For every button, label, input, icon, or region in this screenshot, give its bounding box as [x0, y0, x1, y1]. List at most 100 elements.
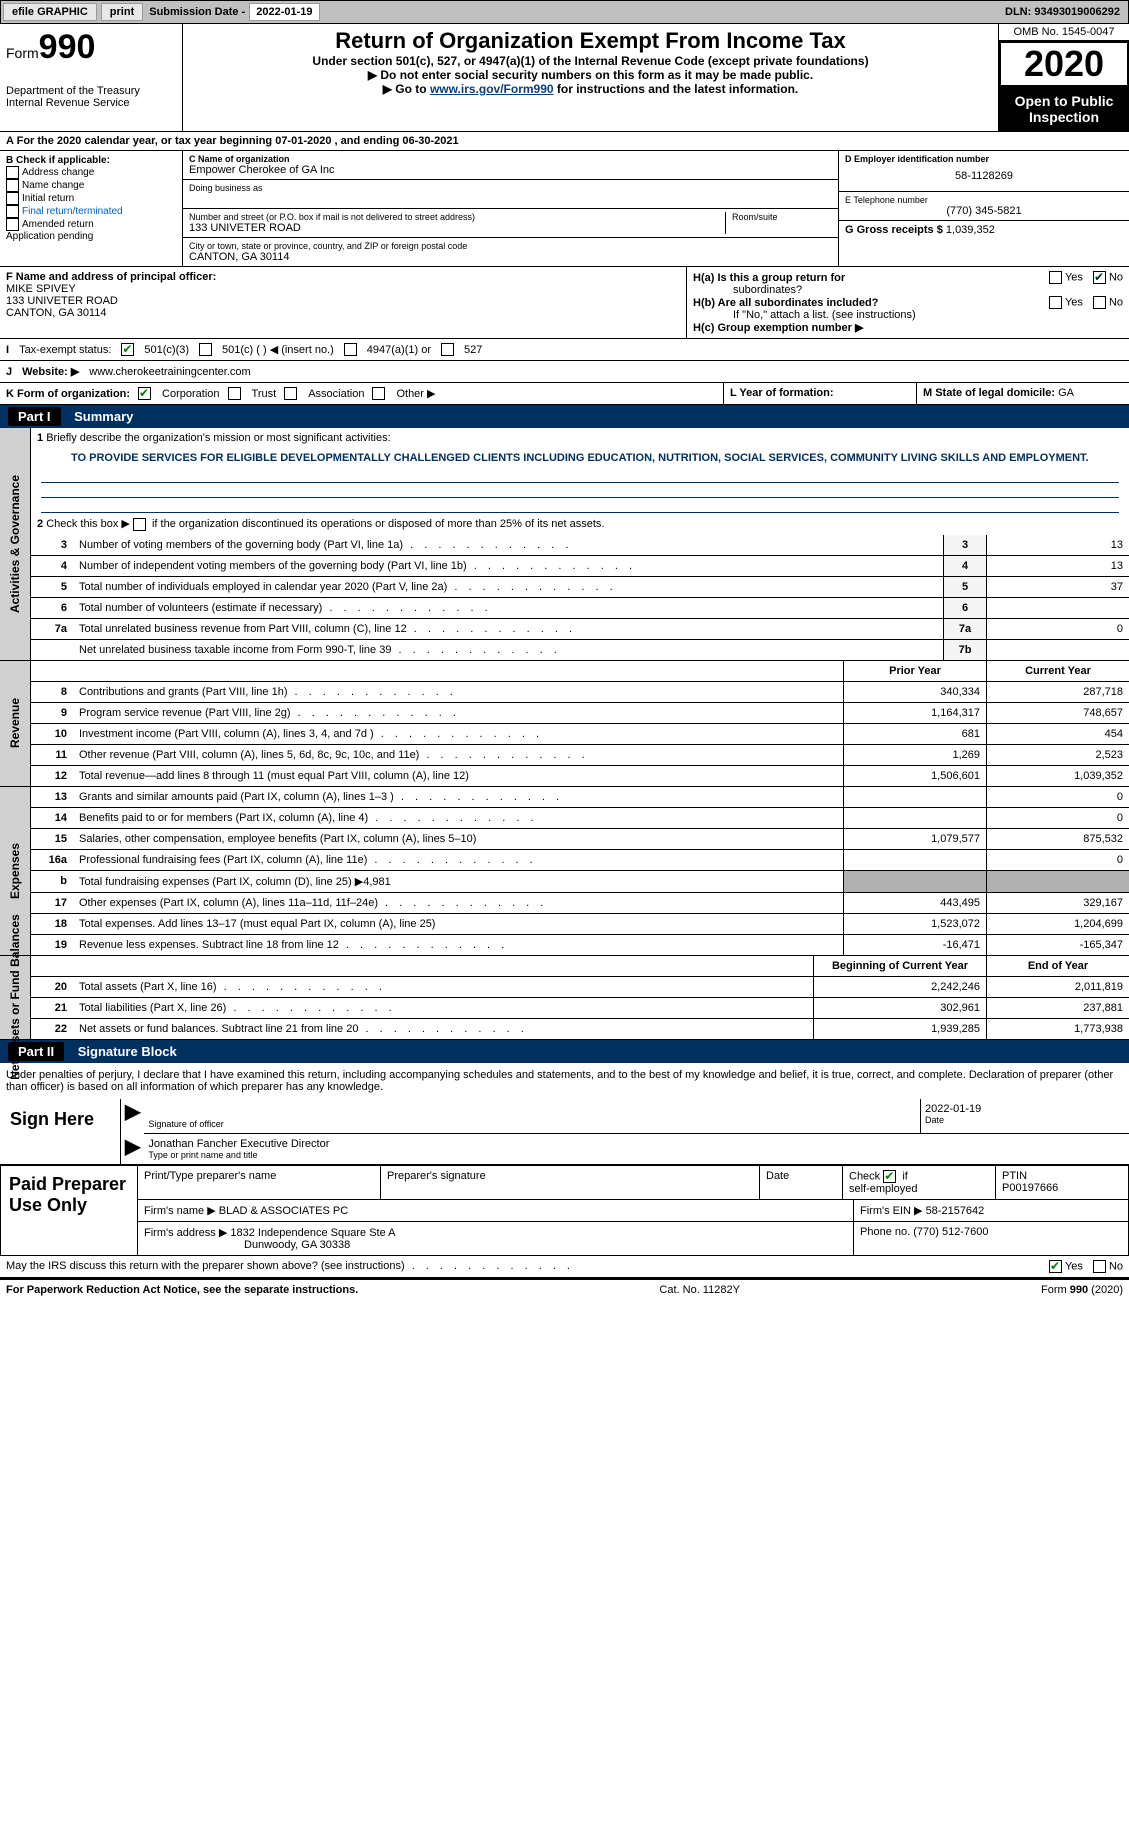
- line-20: Total assets (Part X, line 16): [73, 977, 813, 997]
- revenue-section: Revenue Prior YearCurrent Year 8Contribu…: [0, 661, 1129, 787]
- arrow-icon: ▶: [121, 1134, 144, 1164]
- discuss-row: May the IRS discuss this return with the…: [0, 1256, 1129, 1278]
- form-subtitle-1: Under section 501(c), 527, or 4947(a)(1)…: [189, 54, 992, 68]
- footer-right: Form 990 (2020): [1041, 1284, 1123, 1296]
- print-button[interactable]: print: [101, 3, 143, 21]
- firm-addr1: 1832 Independence Square Ste A: [230, 1227, 395, 1239]
- line-10: Investment income (Part VIII, column (A)…: [73, 724, 843, 744]
- mission-line: [41, 468, 1119, 483]
- cb-corp[interactable]: [138, 387, 151, 400]
- room-label: Room/suite: [732, 212, 832, 222]
- firm-name: BLAD & ASSOCIATES PC: [219, 1205, 348, 1217]
- expenses-section: Expenses 13Grants and similar amounts pa…: [0, 787, 1129, 956]
- form-title: Return of Organization Exempt From Incom…: [189, 28, 992, 54]
- line-21: Total liabilities (Part X, line 26): [73, 998, 813, 1018]
- c14: 0: [986, 808, 1129, 828]
- org-name: Empower Cherokee of GA Inc: [189, 164, 832, 176]
- cb-discuss-yes[interactable]: [1049, 1260, 1062, 1273]
- website-value: www.cherokeetrainingcenter.com: [89, 366, 250, 378]
- mission-text: TO PROVIDE SERVICES FOR ELIGIBLE DEVELOP…: [31, 448, 1129, 468]
- firm-ein-label: Firm's EIN ▶: [860, 1205, 923, 1217]
- signature-declaration: Under penalties of perjury, I declare th…: [0, 1063, 1129, 1099]
- form-number: Form990: [6, 28, 176, 67]
- line-11: Other revenue (Part VIII, column (A), li…: [73, 745, 843, 765]
- part-2-title: Signature Block: [78, 1044, 177, 1059]
- cb-other[interactable]: [372, 387, 385, 400]
- dln: DLN: 93493019006292: [1005, 6, 1128, 18]
- line-16a: Professional fundraising fees (Part IX, …: [73, 850, 843, 870]
- m-label: M State of legal domicile:: [923, 387, 1055, 399]
- cb-discontinued[interactable]: [133, 518, 146, 531]
- e-label: E Telephone number: [845, 195, 1123, 205]
- row-i-tax-status: I Tax-exempt status: 501(c)(3) 501(c) ( …: [0, 339, 1129, 361]
- officer-name-title: Jonathan Fancher Executive Director: [148, 1138, 1125, 1150]
- section-f-h: F Name and address of principal officer:…: [0, 267, 1129, 339]
- c15: 875,532: [986, 829, 1129, 849]
- cb-self-employed[interactable]: [883, 1170, 896, 1183]
- p15: 1,079,577: [843, 829, 986, 849]
- l-label: L Year of formation:: [730, 387, 834, 399]
- cb-initial-return[interactable]: [6, 192, 19, 205]
- cb-4947[interactable]: [344, 343, 357, 356]
- c16b: [986, 871, 1129, 892]
- irs-link[interactable]: www.irs.gov/Form990: [430, 82, 554, 96]
- mission-line: [41, 498, 1119, 513]
- sig-date-value: 2022-01-19: [925, 1103, 1125, 1115]
- ein-value: 58-1128269: [845, 164, 1123, 188]
- cb-group-no[interactable]: [1093, 271, 1106, 284]
- cb-assoc[interactable]: [284, 387, 297, 400]
- row-j-website: J Website: ▶ www.cherokeetrainingcenter.…: [0, 361, 1129, 383]
- firm-addr-label: Firm's address ▶: [144, 1227, 227, 1239]
- line-3: Number of voting members of the governin…: [73, 535, 943, 555]
- line-2-text: Check this box ▶ if the organization dis…: [46, 518, 604, 530]
- val-5: 37: [986, 577, 1129, 597]
- c9: 748,657: [986, 703, 1129, 723]
- cb-amended[interactable]: [6, 218, 19, 231]
- cb-trust[interactable]: [228, 387, 241, 400]
- e20: 2,011,819: [986, 977, 1129, 997]
- line-17: Other expenses (Part IX, column (A), lin…: [73, 893, 843, 913]
- c10: 454: [986, 724, 1129, 744]
- d-label: D Employer identification number: [845, 154, 1123, 164]
- cb-527[interactable]: [441, 343, 454, 356]
- preparer-name-label: Print/Type preparer's name: [138, 1166, 381, 1199]
- c12: 1,039,352: [986, 766, 1129, 786]
- top-toolbar: efile GRAPHIC print Submission Date - 20…: [0, 0, 1129, 24]
- i-label: Tax-exempt status:: [19, 344, 111, 356]
- hdr-current: Current Year: [986, 661, 1129, 681]
- b-label: B Check if applicable:: [6, 155, 176, 166]
- e22: 1,773,938: [986, 1019, 1129, 1039]
- c11: 2,523: [986, 745, 1129, 765]
- line-5: Total number of individuals employed in …: [73, 577, 943, 597]
- cb-group-yes[interactable]: [1049, 271, 1062, 284]
- cb-final-return[interactable]: [6, 205, 19, 218]
- line-6: Total number of volunteers (estimate if …: [73, 598, 943, 618]
- cb-sub-no[interactable]: [1093, 296, 1106, 309]
- tab-net-assets: Net Assets or Fund Balances: [0, 956, 31, 1039]
- cb-name-change[interactable]: [6, 179, 19, 192]
- name-title-label: Type or print name and title: [148, 1150, 1125, 1160]
- cb-501c3[interactable]: [121, 343, 134, 356]
- part-1-title: Summary: [74, 409, 133, 424]
- hdr-end: End of Year: [986, 956, 1129, 976]
- line-4: Number of independent voting members of …: [73, 556, 943, 576]
- cb-address-change[interactable]: [6, 166, 19, 179]
- hb-label: H(b) Are all subordinates included?: [693, 297, 878, 309]
- line-7b: Net unrelated business taxable income fr…: [73, 640, 943, 660]
- firm-ein: 58-2157642: [926, 1205, 985, 1217]
- p10: 681: [843, 724, 986, 744]
- dept-treasury: Department of the Treasury: [6, 85, 176, 97]
- p13: [843, 787, 986, 807]
- tab-revenue: Revenue: [0, 661, 31, 786]
- omb-number: OMB No. 1545-0047: [999, 24, 1129, 41]
- page-footer: For Paperwork Reduction Act Notice, see …: [0, 1278, 1129, 1300]
- p19: -16,471: [843, 935, 986, 955]
- val-4: 13: [986, 556, 1129, 576]
- hc-label: H(c) Group exemption number ▶: [693, 321, 1123, 334]
- org-city: CANTON, GA 30114: [189, 251, 832, 263]
- cb-discuss-no[interactable]: [1093, 1260, 1106, 1273]
- cb-sub-yes[interactable]: [1049, 296, 1062, 309]
- form-subtitle-2: ▶ Do not enter social security numbers o…: [189, 68, 992, 82]
- app-pending: Application pending: [6, 231, 93, 242]
- cb-501c[interactable]: [199, 343, 212, 356]
